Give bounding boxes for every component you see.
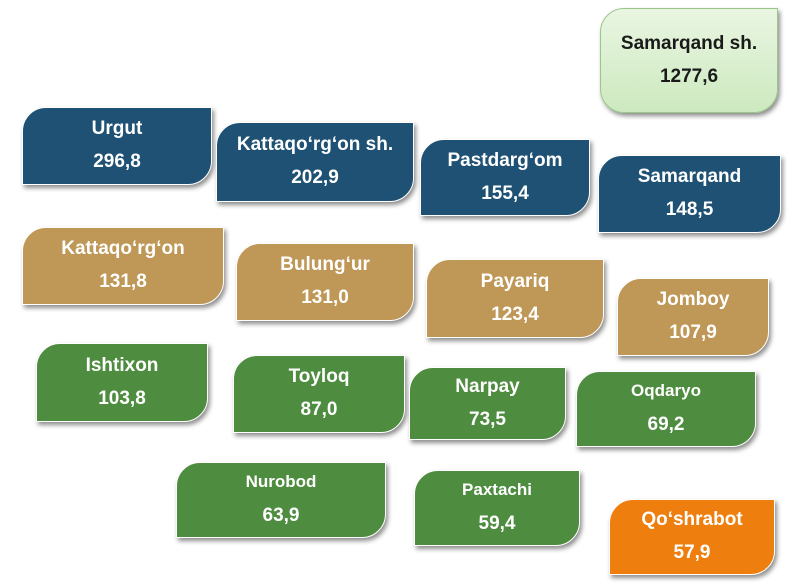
tile-name: Kattaqo‘rg‘on [61, 238, 185, 260]
tile-toyloq: Toyloq 87,0 [233, 355, 405, 433]
tile-samarqand: Samarqand 148,5 [598, 155, 781, 233]
tile-payariq: Payariq 123,4 [426, 259, 604, 338]
tile-kattaqorgon: Kattaqo‘rg‘on 131,8 [22, 227, 224, 305]
tile-value: 59,4 [478, 512, 516, 534]
tile-paxtachi: Paxtachi 59,4 [414, 470, 580, 546]
tile-name: Jomboy [656, 289, 730, 311]
tile-name: Bulung‘ur [280, 254, 370, 276]
tile-narpay: Narpay 73,5 [409, 367, 566, 440]
tile-oqdaryo: Oqdaryo 69,2 [576, 371, 756, 447]
tile-value: 131,0 [301, 287, 349, 308]
tile-nurobod: Nurobod 63,9 [176, 462, 386, 538]
tile-name: Toyloq [288, 366, 350, 388]
tile-value: 63,9 [262, 504, 300, 526]
tile-value: 131,8 [99, 271, 147, 292]
tile-name: Paxtachi [462, 480, 532, 500]
tile-value: 103,8 [98, 387, 146, 409]
tile-name: Payariq [480, 270, 550, 292]
tile-value: 69,2 [647, 413, 685, 435]
tile-bulungur: Bulung‘ur 131,0 [236, 243, 414, 321]
tile-pastdargom: Pastdarg‘om 155,4 [420, 139, 590, 216]
tile-kattaqorgon-city: Kattaqo‘rg‘on sh. 202,9 [216, 122, 414, 202]
tile-ishtixon: Ishtixon 103,8 [36, 343, 208, 422]
tile-name: Kattaqo‘rg‘on sh. [236, 134, 394, 156]
tile-name: Ishtixon [85, 354, 159, 376]
tile-samarqand-city: Samarqand sh. 1277,6 [600, 8, 778, 113]
tile-value: 73,5 [469, 408, 506, 430]
tile-value: 107,9 [669, 322, 717, 343]
tile-value: 87,0 [300, 399, 338, 420]
tile-name: Oqdaryo [631, 381, 701, 401]
tile-value: 123,4 [491, 303, 539, 325]
tile-name: Qo‘shrabot [641, 509, 743, 531]
tile-value: 57,9 [673, 542, 711, 563]
tile-value: 202,9 [291, 167, 339, 188]
tile-qoshrabot: Qo‘shrabot 57,9 [609, 499, 775, 575]
tile-value: 148,5 [665, 199, 714, 220]
tile-jomboy: Jomboy 107,9 [617, 278, 769, 356]
tile-name: Narpay [455, 375, 520, 397]
tile-name: Nurobod [245, 472, 317, 492]
tile-name: Urgut [91, 118, 143, 140]
tile-urgut: Urgut 296,8 [22, 107, 212, 185]
tile-value: 1277,6 [659, 65, 719, 87]
tile-value: 155,4 [481, 182, 529, 204]
tile-value: 296,8 [93, 151, 141, 172]
tile-name: Samarqand sh. [620, 32, 758, 54]
tile-name: Samarqand [637, 166, 742, 188]
tile-name: Pastdarg‘om [447, 149, 563, 171]
